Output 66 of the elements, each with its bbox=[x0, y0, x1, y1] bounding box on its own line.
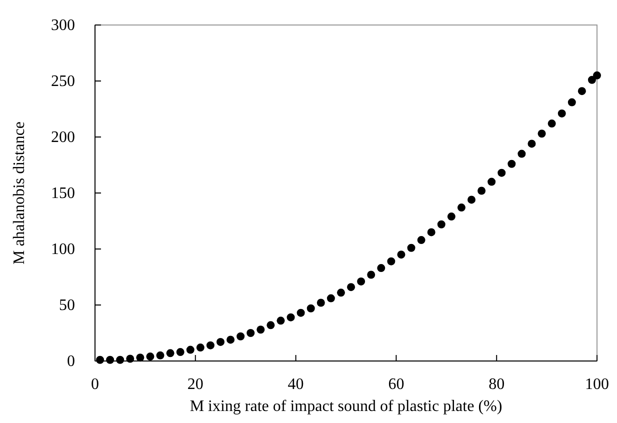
y-tick-label: 200 bbox=[51, 129, 75, 146]
point bbox=[488, 178, 496, 186]
y-tick-label: 300 bbox=[51, 17, 75, 34]
point bbox=[578, 87, 586, 96]
y-tick-label: 250 bbox=[51, 73, 75, 90]
y-tick-label: 150 bbox=[51, 185, 75, 202]
x-tick-label: 60 bbox=[388, 376, 404, 393]
point bbox=[588, 76, 596, 84]
point bbox=[136, 354, 144, 362]
x-tick-label: 0 bbox=[91, 376, 99, 393]
point bbox=[326, 294, 335, 302]
x-tick-label: 40 bbox=[288, 376, 304, 393]
point bbox=[558, 109, 566, 118]
x-tick-label: 80 bbox=[488, 376, 505, 393]
point bbox=[377, 264, 386, 272]
point bbox=[296, 308, 305, 317]
point bbox=[196, 344, 204, 352]
point bbox=[106, 356, 114, 364]
point bbox=[417, 236, 426, 244]
point bbox=[387, 257, 396, 266]
y-tick-label: 0 bbox=[67, 353, 75, 370]
point bbox=[568, 98, 576, 106]
point bbox=[96, 356, 104, 364]
point bbox=[116, 356, 124, 364]
point bbox=[397, 250, 406, 259]
point bbox=[226, 336, 235, 344]
point bbox=[126, 354, 134, 363]
y-axis-title: M ahalanobis distance bbox=[11, 121, 28, 265]
point bbox=[407, 244, 416, 252]
point bbox=[306, 304, 315, 312]
point bbox=[236, 332, 245, 340]
point bbox=[186, 346, 194, 354]
point bbox=[427, 228, 436, 236]
y-tick-label: 50 bbox=[59, 297, 75, 314]
point bbox=[246, 329, 255, 337]
point bbox=[216, 338, 224, 346]
point bbox=[447, 212, 456, 221]
point bbox=[316, 298, 325, 307]
point bbox=[176, 348, 184, 356]
point bbox=[518, 150, 526, 158]
y-tick-label: 100 bbox=[51, 241, 75, 258]
point bbox=[437, 220, 446, 228]
point bbox=[548, 120, 556, 128]
point bbox=[498, 168, 506, 177]
x-tick-label: 20 bbox=[187, 376, 204, 393]
point bbox=[457, 204, 466, 212]
point bbox=[286, 313, 295, 322]
point bbox=[468, 196, 476, 204]
point bbox=[276, 316, 285, 325]
point bbox=[146, 352, 154, 361]
point bbox=[256, 326, 265, 334]
point bbox=[528, 140, 536, 148]
point bbox=[347, 283, 356, 292]
point bbox=[336, 288, 345, 297]
point bbox=[593, 71, 601, 80]
point bbox=[367, 270, 376, 279]
x-tick-label: 100 bbox=[585, 376, 609, 393]
point bbox=[357, 277, 366, 286]
point bbox=[478, 186, 486, 195]
point bbox=[206, 341, 214, 350]
point bbox=[266, 321, 275, 330]
point bbox=[156, 351, 164, 360]
point bbox=[538, 130, 546, 138]
point bbox=[166, 349, 174, 358]
x-axis-title: M ixing rate of impact sound of plastic plate (%) bbox=[190, 398, 502, 415]
point bbox=[508, 160, 516, 168]
